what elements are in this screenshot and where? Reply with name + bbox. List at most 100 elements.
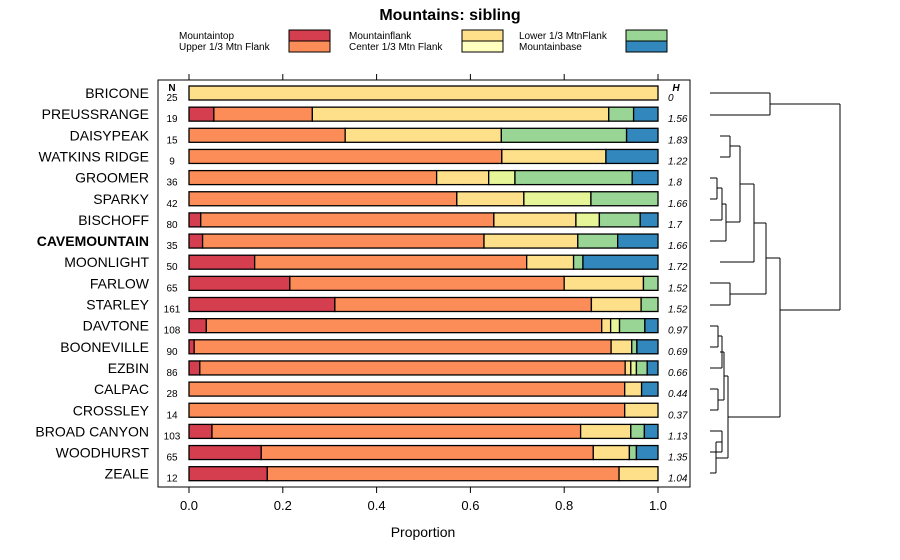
bar-segment <box>642 275 659 292</box>
n-value: 42 <box>166 199 178 210</box>
n-value: 12 <box>166 474 178 485</box>
bar-segment <box>188 402 626 418</box>
n-value: 15 <box>166 135 178 146</box>
x-tick-label: 0.4 <box>368 498 386 513</box>
bar-segment <box>488 169 516 186</box>
h-value: 1.66 <box>668 241 688 252</box>
h-value: 1.56 <box>668 114 688 125</box>
bar-segment <box>266 466 620 482</box>
bar-segment <box>590 296 642 313</box>
x-axis-label: Proportion <box>391 524 456 540</box>
row-label: EZBIN <box>108 360 149 376</box>
bar-segment <box>188 254 256 270</box>
h-value: 1.72 <box>668 262 688 273</box>
n-value: 161 <box>164 305 181 316</box>
legend-label: Upper 1/3 Mtn Flank <box>179 42 271 53</box>
bar-segment <box>640 296 659 313</box>
n-value: 65 <box>166 453 178 464</box>
bar-segment <box>289 275 565 292</box>
bar-segment <box>193 339 612 355</box>
bar-segment <box>624 381 643 397</box>
bar-segment <box>456 191 525 207</box>
x-tick-label: 0.6 <box>461 498 479 513</box>
bar-segment <box>188 360 201 376</box>
bar-segment <box>188 191 458 207</box>
bar-segment <box>609 317 621 334</box>
bars-area: N H BRICONE 25 0 PREUSSRANGE 19 1.56 DAISYPEAK 15… <box>35 79 691 488</box>
n-value: 65 <box>166 283 178 294</box>
bar-segment <box>639 212 659 228</box>
row-label: BISCHOFF <box>78 212 149 228</box>
bar-segment <box>188 148 503 165</box>
x-tick-label: 1.0 <box>649 498 667 513</box>
bar-segment <box>630 360 638 376</box>
bar-segment <box>500 127 628 143</box>
dendrogram <box>710 92 841 474</box>
bar-segment <box>188 127 346 143</box>
bar-segment <box>188 85 659 101</box>
n-value: 80 <box>166 220 178 231</box>
h-value: 1.66 <box>668 199 688 210</box>
bar-segment <box>563 275 645 292</box>
bar-segment <box>514 169 633 186</box>
n-value: 36 <box>166 178 178 189</box>
bar-segment <box>211 423 582 440</box>
legend-swatch <box>288 40 331 53</box>
h-column-header: H <box>672 83 680 94</box>
bar-segment <box>483 233 579 249</box>
bar-segment <box>610 339 633 355</box>
bar-segment <box>625 127 659 143</box>
bar-segment <box>199 360 626 376</box>
bar-segment <box>205 317 603 334</box>
row-label: BRICONE <box>85 85 149 101</box>
n-value: 25 <box>166 93 178 104</box>
x-tick-label: 0.0 <box>180 498 198 513</box>
row-label: GROOMER <box>75 170 149 186</box>
row-label: WATKINS RIDGE <box>39 148 149 164</box>
bar-segment <box>493 212 577 228</box>
bar-segment <box>646 360 659 376</box>
bar-segment <box>624 360 632 376</box>
bar-segment <box>577 233 619 249</box>
bar-segment <box>188 317 208 334</box>
h-value: 0.97 <box>668 326 688 337</box>
bar-segment <box>254 254 528 270</box>
legend-label: Mountainflank <box>349 31 412 42</box>
legend-label: Mountainbase <box>519 42 582 53</box>
bar-segment <box>188 423 213 440</box>
row-label: ZEALE <box>105 466 149 482</box>
legend-swatch <box>625 40 668 53</box>
bar-segment <box>618 466 659 482</box>
h-value: 1.7 <box>668 220 682 231</box>
bar-segment <box>605 148 659 165</box>
bar-segment <box>598 212 641 228</box>
row-label: DAISYPEAK <box>70 127 150 143</box>
x-axis: 0.0 0.2 0.4 0.6 0.8 1.0 <box>180 74 667 513</box>
row-label: CAVEMOUNTAIN <box>37 233 149 249</box>
bar-segment <box>631 169 659 186</box>
bar-segment <box>501 148 607 165</box>
bar-segment <box>526 254 575 270</box>
bar-segment <box>188 233 204 249</box>
h-value: 0.37 <box>668 410 688 421</box>
bar-segment <box>601 317 612 334</box>
n-value: 35 <box>166 241 178 252</box>
bar-segment <box>188 169 438 186</box>
row-label: FARLOW <box>90 275 150 291</box>
bar-segment <box>644 317 659 334</box>
bar-segment <box>435 169 490 186</box>
bar-segment <box>260 444 594 461</box>
bar-segment <box>592 444 631 461</box>
h-value: 1.22 <box>668 156 688 167</box>
bar-segment <box>188 381 626 397</box>
n-value: 19 <box>166 114 178 125</box>
legend-swatch <box>461 29 504 42</box>
row-label: SPARKY <box>93 191 149 207</box>
n-value: 50 <box>166 262 178 273</box>
bar-segment <box>617 233 659 249</box>
bar-segment <box>632 106 659 122</box>
n-value: 86 <box>166 368 178 379</box>
n-value: 90 <box>166 347 178 358</box>
bar-segment <box>344 127 503 143</box>
